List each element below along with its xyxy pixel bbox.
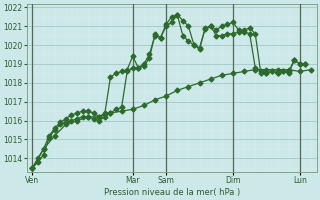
X-axis label: Pression niveau de la mer( hPa ): Pression niveau de la mer( hPa ) [104, 188, 240, 197]
